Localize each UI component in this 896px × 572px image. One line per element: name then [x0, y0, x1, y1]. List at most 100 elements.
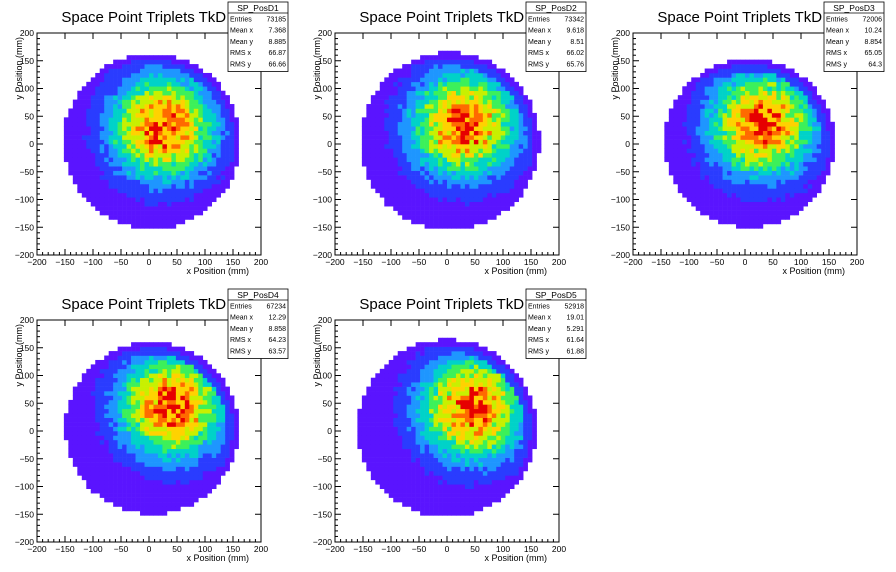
heatmap-cell: [131, 413, 136, 418]
heatmap-cell: [731, 197, 737, 203]
heatmap-cell: [166, 422, 172, 427]
heatmap-cell: [117, 99, 123, 105]
heatmap-cell: [63, 413, 69, 418]
heatmap-cell: [514, 152, 519, 158]
heatmap-cell: [166, 453, 172, 458]
heatmap-cell: [86, 166, 92, 171]
heatmap-cell: [464, 139, 470, 145]
heatmap-cell: [803, 139, 809, 145]
heatmap-cell: [153, 417, 159, 423]
heatmap-cell: [807, 148, 813, 154]
heatmap-cell: [464, 64, 470, 69]
heatmap-cell: [438, 192, 443, 198]
heatmap-cell: [736, 148, 741, 154]
heatmap-cell: [149, 377, 154, 383]
heatmap-cell: [157, 373, 163, 379]
heatmap-cell: [180, 77, 186, 83]
heatmap-cell: [713, 126, 719, 131]
heatmap-cell: [202, 157, 208, 163]
heatmap-cell: [379, 148, 385, 154]
heatmap-cell: [104, 484, 109, 490]
heatmap-cell: [140, 152, 145, 158]
heatmap-cell: [460, 223, 466, 229]
heatmap-cell: [99, 453, 105, 458]
heatmap-cell: [153, 179, 159, 185]
heatmap-cell: [113, 64, 118, 69]
heatmap-cell: [438, 86, 443, 92]
heatmap-cell: [753, 192, 759, 198]
heatmap-cell: [424, 99, 430, 105]
heatmap-cell: [131, 422, 136, 427]
heatmap-cell: [122, 77, 127, 83]
heatmap-cell: [131, 386, 136, 392]
heatmap-cell: [211, 112, 217, 118]
heatmap-cell: [117, 68, 123, 74]
x-tick-label: −150: [353, 257, 372, 267]
heatmap-cell: [95, 377, 101, 383]
heatmap-cell: [722, 197, 728, 203]
heatmap-cell: [745, 126, 750, 131]
heatmap-cell: [99, 364, 105, 370]
heatmap-cell: [117, 439, 123, 445]
heatmap-cell: [469, 104, 475, 109]
heatmap-cell: [740, 90, 746, 96]
heatmap-cell: [420, 170, 425, 176]
heatmap-cell: [789, 121, 795, 127]
heatmap-cell: [193, 475, 199, 481]
heatmap-cell: [122, 179, 127, 185]
heatmap-cell: [216, 130, 221, 136]
heatmap-cell: [144, 417, 150, 423]
heatmap-cell: [393, 135, 399, 140]
heatmap-cell: [478, 148, 484, 154]
heatmap-cell: [180, 457, 186, 463]
heatmap-cell: [175, 77, 181, 83]
heatmap-cell: [762, 90, 768, 96]
heatmap-cell: [758, 175, 764, 180]
heatmap-cell: [153, 175, 159, 180]
heatmap-cell: [180, 108, 186, 114]
heatmap-cell: [731, 86, 737, 92]
heatmap-cell: [807, 90, 813, 96]
heatmap-cell: [144, 488, 150, 494]
heatmap-cell: [713, 183, 719, 189]
heatmap-cell: [131, 90, 136, 96]
stats-box-frame: [823, 1, 885, 72]
heatmap-cell: [184, 448, 190, 454]
heatmap-cell: [771, 95, 777, 100]
heatmap-cell: [753, 121, 759, 127]
heatmap-cell: [153, 210, 159, 216]
heatmap-cell: [108, 382, 114, 387]
heatmap-cell: [402, 77, 407, 83]
heatmap-cell: [131, 479, 136, 485]
heatmap-cell: [473, 72, 479, 78]
heatmap-cell: [108, 395, 114, 401]
heatmap-cell: [113, 175, 118, 180]
heatmap-cell: [442, 175, 448, 180]
heatmap-cell: [749, 179, 755, 185]
heatmap-cell: [776, 161, 782, 167]
heatmap-cell: [731, 148, 737, 154]
heatmap-cell: [153, 201, 159, 207]
heatmap-cell: [424, 183, 430, 189]
heatmap-cell: [482, 77, 488, 83]
heatmap-cell: [420, 99, 425, 105]
heatmap-cell: [171, 404, 177, 410]
heatmap-cell: [388, 86, 394, 92]
heatmap-cell: [469, 121, 475, 127]
heatmap-cell: [673, 104, 679, 109]
heatmap-cell: [406, 126, 412, 131]
heatmap-cell: [447, 175, 452, 180]
heatmap-cell: [487, 166, 493, 171]
heatmap-cell: [514, 112, 519, 118]
heatmap-cell: [509, 179, 515, 185]
heatmap-cell: [207, 179, 213, 185]
heatmap-cell: [803, 161, 809, 167]
heatmap-cell: [122, 219, 127, 225]
heatmap-cell: [108, 99, 114, 105]
heatmap-cell: [86, 121, 92, 127]
heatmap-cell: [789, 175, 795, 180]
heatmap-cell: [460, 99, 466, 105]
heatmap-cell: [429, 68, 434, 74]
heatmap-cell: [63, 152, 69, 158]
heatmap-cell: [771, 135, 777, 140]
